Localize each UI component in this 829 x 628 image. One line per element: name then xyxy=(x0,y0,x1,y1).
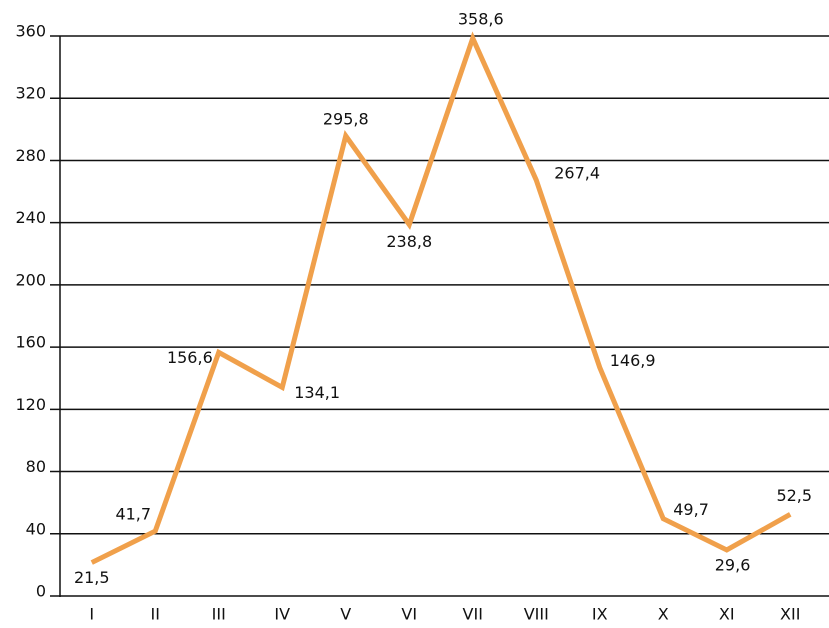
y-tick-label: 80 xyxy=(26,457,46,476)
y-tick-label: 160 xyxy=(15,333,46,352)
x-tick-label: V xyxy=(340,605,351,624)
x-tick-label: VIII xyxy=(524,605,549,624)
line xyxy=(90,31,792,565)
y-tick-label: 200 xyxy=(15,270,46,289)
x-tick-label: XII xyxy=(780,605,800,624)
data-label: 358,6 xyxy=(458,10,504,29)
x-tick-label: IV xyxy=(274,605,290,624)
x-tick-label: XI xyxy=(719,605,735,624)
data-label: 295,8 xyxy=(323,109,369,128)
x-tick-label: II xyxy=(151,605,160,624)
data-label: 41,7 xyxy=(115,505,151,524)
y-tick-label: 320 xyxy=(15,84,46,103)
x-tick-label: IX xyxy=(592,605,608,624)
y-tick-label: 40 xyxy=(26,519,46,538)
x-tick-label: VII xyxy=(463,605,483,624)
data-label: 21,5 xyxy=(74,568,110,587)
data-label: 238,8 xyxy=(386,232,432,251)
data-label: 134,1 xyxy=(294,383,340,402)
data-label: 146,9 xyxy=(610,351,656,370)
data-label: 29,6 xyxy=(715,555,751,574)
x-tick-label: I xyxy=(89,605,94,624)
y-tick-label: 280 xyxy=(15,146,46,165)
data-label: 156,6 xyxy=(167,348,213,367)
y-tick-label: 120 xyxy=(15,395,46,414)
y-tick-label: 360 xyxy=(15,22,46,41)
y-tick-label: 240 xyxy=(15,208,46,227)
data-label: 49,7 xyxy=(673,500,709,519)
x-tick-label: X xyxy=(658,605,669,624)
x-tick-label: III xyxy=(212,605,226,624)
x-tick-label: VI xyxy=(401,605,417,624)
data-label: 267,4 xyxy=(554,164,600,183)
data-label: 52,5 xyxy=(776,486,812,505)
y-tick-label: 0 xyxy=(36,582,46,601)
